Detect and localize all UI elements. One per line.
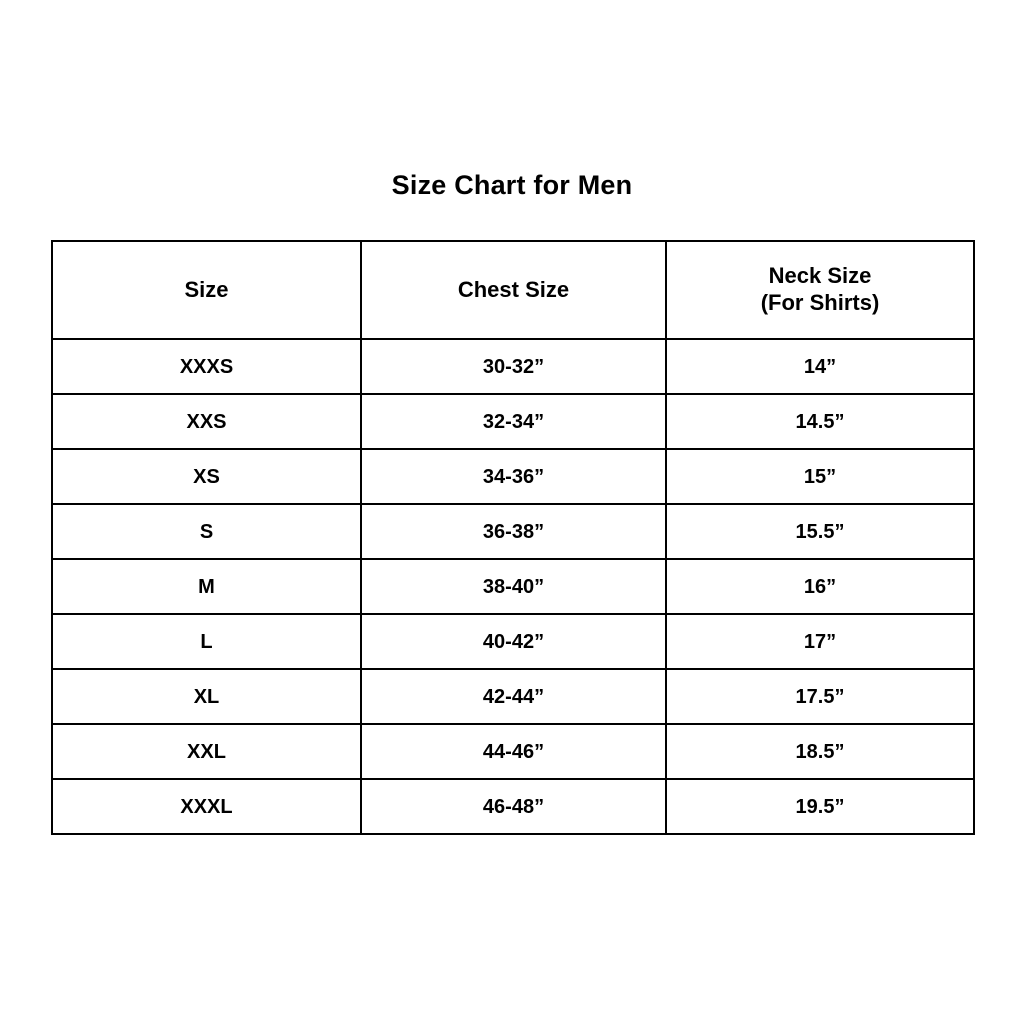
- table-row: XXS 32-34” 14.5”: [51, 393, 975, 450]
- cell-size: XS: [51, 448, 362, 505]
- table-row: XS 34-36” 15”: [51, 448, 975, 505]
- table-row: S 36-38” 15.5”: [51, 503, 975, 560]
- cell-size: M: [51, 558, 362, 615]
- cell-neck-size: 14”: [665, 338, 975, 395]
- cell-size: S: [51, 503, 362, 560]
- table-row: M 38-40” 16”: [51, 558, 975, 615]
- cell-size: XXXS: [51, 338, 362, 395]
- column-header-size-label: Size: [184, 276, 229, 302]
- table-row: XL 42-44” 17.5”: [51, 668, 975, 725]
- cell-size: XXXL: [51, 778, 362, 835]
- cell-chest-size: 36-38”: [360, 503, 667, 560]
- cell-neck-size: 17”: [665, 613, 975, 670]
- cell-chest-size: 30-32”: [360, 338, 667, 395]
- cell-chest-size: 34-36”: [360, 448, 667, 505]
- cell-chest-size: 42-44”: [360, 668, 667, 725]
- cell-size: L: [51, 613, 362, 670]
- table-row: XXL 44-46” 18.5”: [51, 723, 975, 780]
- cell-neck-size: 17.5”: [665, 668, 975, 725]
- cell-neck-size: 15”: [665, 448, 975, 505]
- table-row: XXXS 30-32” 14”: [51, 338, 975, 395]
- cell-chest-size: 46-48”: [360, 778, 667, 835]
- table-row: L 40-42” 17”: [51, 613, 975, 670]
- cell-neck-size: 18.5”: [665, 723, 975, 780]
- column-header-chest-size: Chest Size: [360, 240, 667, 340]
- cell-size: XXS: [51, 393, 362, 450]
- cell-neck-size: 16”: [665, 558, 975, 615]
- table-body: XXXS 30-32” 14” XXS 32-34” 14.5” XS 34-3…: [51, 338, 975, 835]
- cell-neck-size: 19.5”: [665, 778, 975, 835]
- column-header-neck-size: Neck Size (For Shirts): [665, 240, 975, 340]
- cell-chest-size: 32-34”: [360, 393, 667, 450]
- cell-chest-size: 44-46”: [360, 723, 667, 780]
- cell-chest-size: 38-40”: [360, 558, 667, 615]
- column-header-size: Size: [51, 240, 362, 340]
- size-chart-table: Size Chest Size Neck Size (For Shirts) X…: [51, 240, 975, 835]
- cell-size: XL: [51, 668, 362, 725]
- cell-size: XXL: [51, 723, 362, 780]
- page-title: Size Chart for Men: [391, 170, 633, 200]
- table-header: Size Chest Size Neck Size (For Shirts): [51, 240, 975, 340]
- column-header-neck-size-sublabel: (For Shirts): [760, 290, 880, 315]
- table-header-row: Size Chest Size Neck Size (For Shirts): [51, 240, 975, 340]
- cell-neck-size: 15.5”: [665, 503, 975, 560]
- column-header-neck-size-label: Neck Size: [768, 263, 872, 289]
- table-row: XXXL 46-48” 19.5”: [51, 778, 975, 835]
- column-header-chest-size-label: Chest Size: [457, 276, 570, 302]
- cell-chest-size: 40-42”: [360, 613, 667, 670]
- cell-neck-size: 14.5”: [665, 393, 975, 450]
